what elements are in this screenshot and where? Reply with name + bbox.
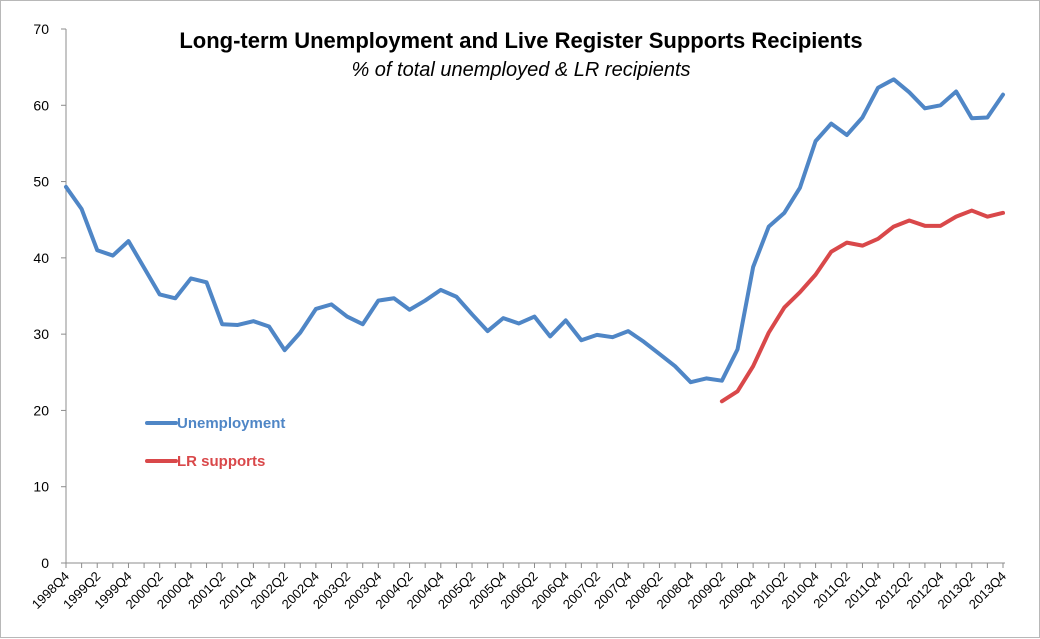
- y-tick-label: 10: [33, 479, 49, 495]
- chart-title: Long-term Unemployment and Live Register…: [179, 28, 862, 53]
- legend-label-unemployment: Unemployment: [177, 415, 285, 432]
- y-tick-label: 50: [33, 174, 49, 190]
- y-tick-label: 40: [33, 250, 49, 266]
- series-line-unemployment: [64, 77, 1005, 385]
- series-line-lr-supports: [719, 208, 1005, 404]
- legend-label-lr-supports: LR supports: [177, 453, 265, 470]
- x-axis: 1998Q41999Q21999Q42000Q22000Q42001Q22001…: [29, 562, 1009, 612]
- y-tick-label: 20: [33, 402, 49, 418]
- y-axis: 0 10 20 30 40 50 60 70: [33, 21, 67, 571]
- y-tick-label: 70: [33, 21, 49, 37]
- y-tick-label: 0: [41, 555, 49, 571]
- y-tick-label: 30: [33, 326, 49, 342]
- series-layer: [64, 77, 1005, 404]
- chart-subtitle: % of total unemployed & LR recipients: [351, 59, 690, 81]
- y-tick-label: 60: [33, 97, 49, 113]
- legend: Unemployment LR supports: [145, 415, 285, 470]
